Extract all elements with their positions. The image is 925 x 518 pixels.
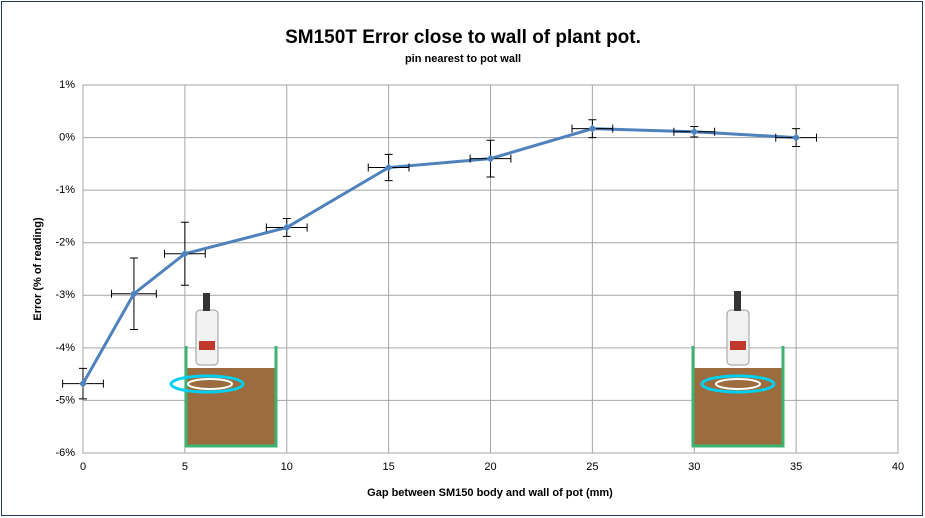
y-tick-label: 1% [59, 79, 75, 91]
x-tick-label: 5 [182, 461, 188, 473]
x-tick-label: 0 [80, 461, 86, 473]
y-tick-label: -1% [55, 184, 75, 196]
x-tick-label: 15 [383, 461, 395, 473]
x-tick-label: 25 [586, 461, 598, 473]
x-tick-label: 40 [892, 461, 904, 473]
x-tick-label: 20 [484, 461, 496, 473]
y-tick-label: -3% [55, 289, 75, 301]
y-axis-label: Error (% of reading) [32, 217, 44, 321]
x-axis-label: Gap between SM150 body and wall of pot (… [367, 487, 613, 499]
y-tick-label: -5% [55, 394, 75, 406]
y-tick-label: -6% [55, 447, 75, 459]
x-tick-label: 10 [281, 461, 293, 473]
y-tick-label: -2% [55, 237, 75, 249]
x-tick-label: 30 [688, 461, 700, 473]
y-tick-label: 0% [59, 131, 75, 143]
chart-title: SM150T Error close to wall of plant pot. [285, 27, 641, 48]
x-tick-label: 35 [790, 461, 802, 473]
y-tick-label: -4% [55, 342, 75, 354]
chart-subtitle: pin nearest to pot wall [405, 53, 521, 65]
chart: SM150T Error close to wall of plant pot.… [0, 0, 925, 518]
